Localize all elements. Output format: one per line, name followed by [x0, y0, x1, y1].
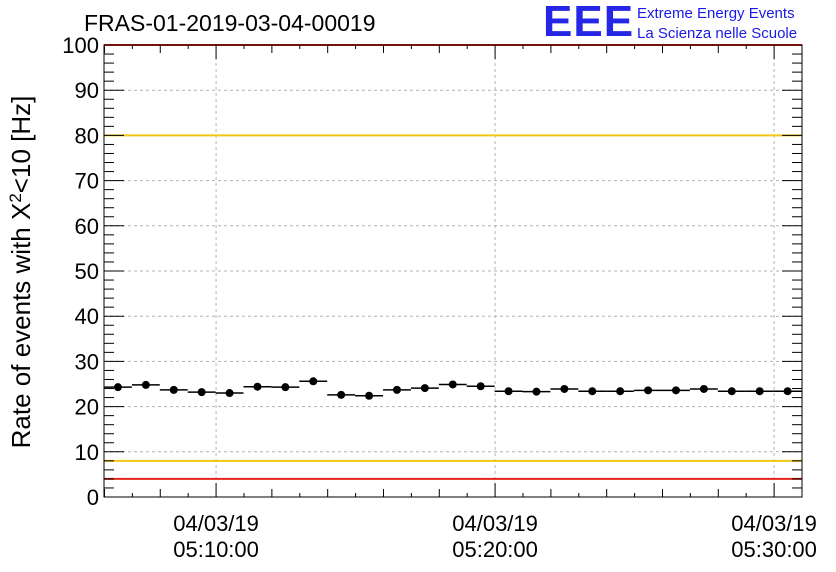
data-point	[448, 380, 457, 389]
y-tick-label: 50	[75, 259, 99, 284]
data-point	[197, 388, 206, 397]
data-points	[104, 377, 802, 400]
y-axis-label-sup: 2	[6, 193, 25, 202]
data-point	[337, 390, 346, 399]
grid-lines	[104, 45, 802, 497]
data-point	[616, 387, 625, 396]
y-tick-label: 0	[87, 485, 99, 510]
reference-lines	[104, 44, 802, 480]
y-tick-label: 30	[75, 349, 99, 374]
data-point	[169, 385, 178, 394]
y-tick-label: 60	[75, 214, 99, 239]
x-tick-time-label: 05:20:00	[452, 537, 538, 562]
data-point	[113, 383, 122, 392]
y-tick-label: 100	[62, 33, 99, 58]
y-axis-label-tail: <10 [Hz]	[6, 96, 36, 194]
data-point	[420, 384, 429, 393]
data-point	[365, 391, 374, 400]
y-tick-label: 70	[75, 169, 99, 194]
data-point	[644, 386, 653, 395]
data-point	[309, 377, 318, 386]
data-point	[225, 389, 234, 398]
y-axis-label-base: Rate of events with X	[6, 203, 36, 449]
y-axis-label: Rate of events with X2<10 [Hz]	[6, 96, 37, 449]
x-tick-date-label: 04/03/19	[173, 511, 259, 536]
y-tick-label: 40	[75, 304, 99, 329]
data-point	[755, 387, 764, 396]
y-tick-label: 90	[75, 78, 99, 103]
y-tick-label: 20	[75, 395, 99, 420]
x-axis-ticks: 04/03/1905:10:0004/03/1905:20:0004/03/19…	[103, 45, 817, 562]
eee-logo-mark: EEE	[543, 0, 635, 46]
x-tick-time-label: 05:10:00	[173, 537, 259, 562]
data-point	[504, 387, 513, 396]
y-tick-label: 10	[75, 440, 99, 465]
data-point	[392, 385, 401, 394]
data-point	[532, 387, 541, 396]
data-point	[783, 387, 792, 396]
data-point	[671, 386, 680, 395]
logo-tagline-2: La Scienza nelle Scuole	[637, 25, 798, 42]
data-point	[699, 384, 708, 393]
y-axis-ticks: 0 10 20 30 40 50 60 70 80 90 100	[62, 33, 802, 510]
data-point	[727, 387, 736, 396]
data-point	[141, 380, 150, 389]
eee-logo: EEE Extreme Energy Events La Scienza nel…	[543, 0, 833, 46]
data-point	[560, 384, 569, 393]
y-tick-label: 80	[75, 123, 99, 148]
logo-tagline-1: Extreme Energy Events	[637, 5, 795, 22]
data-point	[476, 382, 485, 391]
x-tick-date-label: 04/03/19	[731, 511, 817, 536]
x-tick-date-label: 04/03/19	[452, 511, 538, 536]
data-point	[588, 387, 597, 396]
data-point	[253, 382, 262, 391]
data-point	[281, 383, 290, 392]
x-tick-time-label: 05:30:00	[731, 537, 817, 562]
run-title: FRAS-01-2019-03-04-00019	[84, 10, 376, 36]
